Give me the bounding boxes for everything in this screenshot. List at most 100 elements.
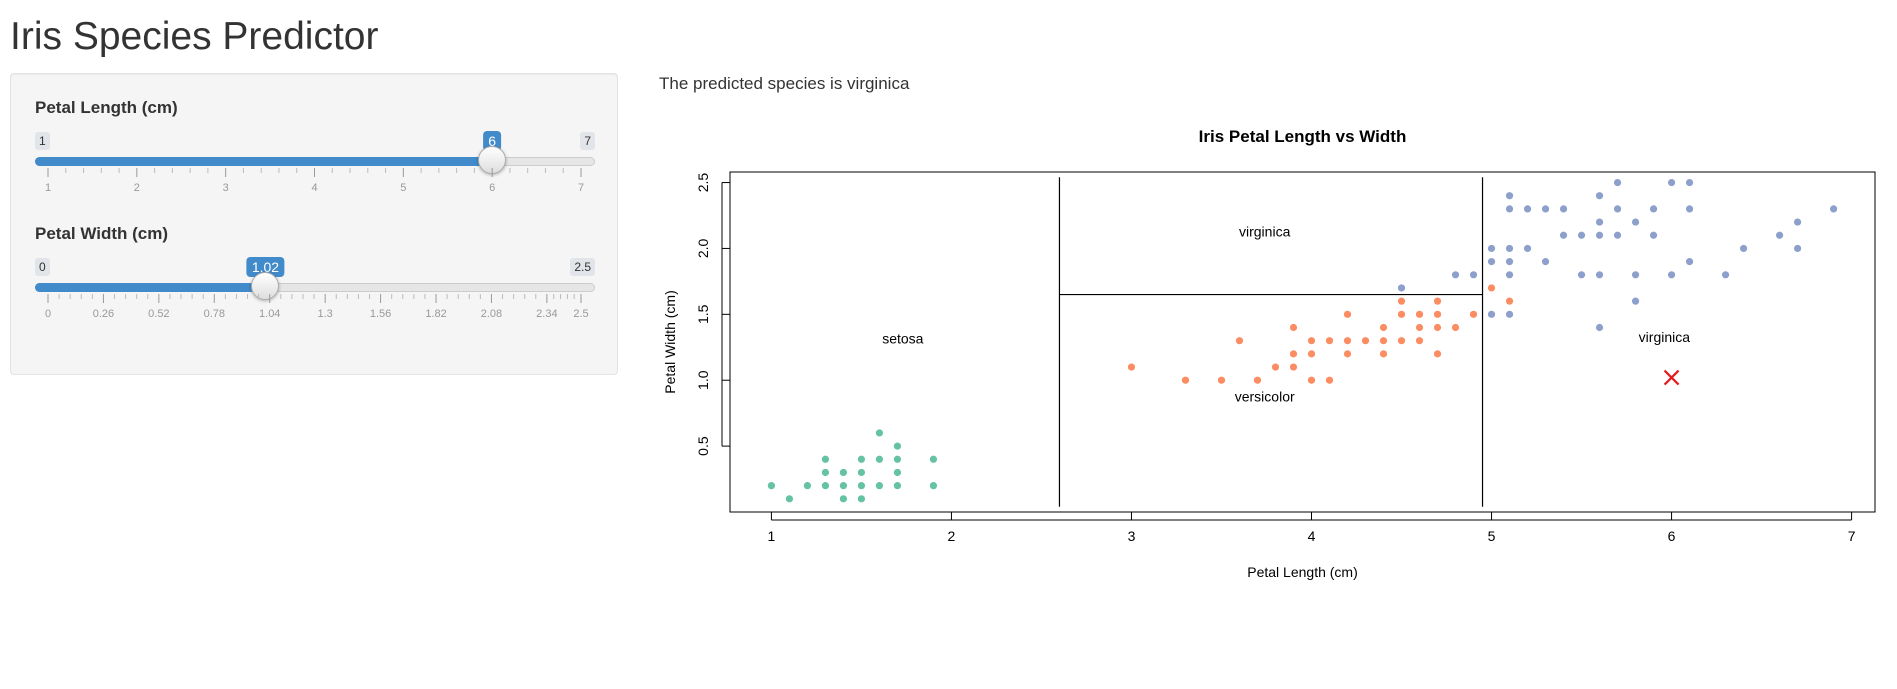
- versicolor-point: [1307, 350, 1316, 358]
- slider-tick-label: 2.08: [481, 308, 502, 320]
- region-label: virginica: [1239, 224, 1291, 240]
- virginica-point: [1631, 218, 1640, 226]
- setosa-point: [857, 495, 866, 503]
- virginica-point: [1775, 231, 1784, 239]
- setosa-point: [821, 455, 830, 463]
- virginica-point: [1613, 231, 1622, 239]
- setosa-point: [929, 455, 938, 463]
- slider-filled-bar: [35, 157, 493, 166]
- virginica-point: [1505, 205, 1514, 213]
- virginica-point: [1649, 205, 1658, 213]
- versicolor-point: [1271, 363, 1280, 371]
- slider-tick-label: 1: [45, 182, 51, 194]
- slider-tick-label: 0.78: [204, 308, 225, 320]
- virginica-point: [1667, 178, 1676, 187]
- virginica-point: [1541, 205, 1550, 213]
- versicolor-point: [1289, 350, 1298, 358]
- versicolor-point: [1325, 376, 1334, 384]
- setosa-point: [857, 468, 866, 477]
- virginica-point: [1577, 231, 1586, 239]
- versicolor-point: [1433, 323, 1442, 332]
- setosa-point: [875, 482, 884, 490]
- versicolor-point: [1307, 337, 1316, 345]
- setosa-point: [839, 495, 848, 503]
- virginica-point: [1469, 271, 1478, 279]
- virginica-point: [1559, 205, 1568, 213]
- slider-tick-label: 1.82: [425, 308, 446, 320]
- setosa-point: [893, 455, 902, 463]
- versicolor-point: [1217, 376, 1226, 384]
- virginica-point: [1505, 258, 1514, 266]
- versicolor-point: [1433, 310, 1442, 318]
- versicolor-point: [1181, 376, 1190, 384]
- slider-tick-label: 1.04: [259, 308, 280, 320]
- versicolor-point: [1397, 310, 1406, 318]
- versicolor-point: [1415, 310, 1424, 318]
- versicolor-point: [1253, 376, 1262, 384]
- virginica-point: [1595, 323, 1604, 332]
- region-label: virginica: [1639, 329, 1691, 345]
- chart-title: Iris Petal Length vs Width: [1199, 127, 1407, 146]
- slider-tick-label: 2.34: [536, 308, 557, 320]
- virginica-point: [1595, 218, 1604, 226]
- virginica-point: [1793, 244, 1802, 253]
- slider-min-label: 0: [35, 258, 50, 276]
- x-tick-label: 4: [1308, 528, 1316, 544]
- setosa-point: [821, 468, 830, 477]
- setosa-point: [893, 482, 902, 490]
- virginica-point: [1505, 192, 1514, 200]
- slider-tick-label: 2.5: [573, 308, 588, 320]
- setosa-point: [803, 482, 812, 490]
- slider-tick-label: 5: [400, 182, 406, 194]
- versicolor-point: [1325, 337, 1334, 345]
- virginica-point: [1649, 231, 1658, 239]
- virginica-point: [1523, 244, 1532, 253]
- virginica-point: [1793, 218, 1802, 226]
- versicolor-point: [1397, 297, 1406, 305]
- virginica-point: [1505, 244, 1514, 253]
- y-tick-label: 2.0: [695, 238, 711, 258]
- x-tick-label: 6: [1668, 528, 1676, 544]
- versicolor-point: [1361, 337, 1370, 345]
- virginica-point: [1595, 271, 1604, 279]
- virginica-point: [1397, 284, 1406, 292]
- x-tick-label: 7: [1848, 528, 1856, 544]
- versicolor-point: [1451, 323, 1460, 332]
- virginica-point: [1721, 271, 1730, 279]
- sidebar-panel: Petal Length (cm) 1 7 6 1 2 3 4 5 6 7 Petal Wi…: [10, 73, 618, 375]
- y-axis-label: Petal Width (cm): [662, 290, 678, 393]
- slider-filled-bar: [35, 283, 266, 292]
- x-axis-label: Petal Length (cm): [1247, 564, 1358, 580]
- petal-width-slider-handle[interactable]: [251, 272, 280, 300]
- virginica-point: [1559, 231, 1568, 239]
- versicolor-point: [1415, 337, 1424, 345]
- versicolor-point: [1343, 310, 1352, 318]
- slider-tick-grid: 1 2 3 4 5 6 7: [45, 168, 584, 194]
- versicolor-point: [1469, 310, 1478, 318]
- versicolor-point: [1505, 297, 1514, 305]
- y-tick-label: 2.5: [695, 173, 711, 193]
- setosa-point: [929, 482, 938, 490]
- virginica-point: [1613, 178, 1622, 187]
- slider-tick-label: 1.3: [318, 308, 333, 320]
- x-tick-label: 3: [1128, 528, 1136, 544]
- petal-width-label: Petal Width (cm): [35, 224, 169, 243]
- x-tick-label: 2: [948, 528, 956, 544]
- slider-tick-label: 3: [223, 182, 229, 194]
- versicolor-point: [1397, 337, 1406, 345]
- app-title: Iris Species Predictor: [10, 15, 379, 58]
- slider-max-label: 7: [580, 132, 595, 150]
- virginica-point: [1451, 271, 1460, 279]
- prediction-text: The predicted species is virginica: [659, 74, 910, 93]
- slider-tick-grid: 0 0.26 0.52 0.78 1.04 1.3 1.56 1.82 2.08 2.34 2.5: [45, 294, 589, 320]
- slider-tick-label: 1.56: [370, 308, 391, 320]
- virginica-point: [1685, 205, 1694, 213]
- virginica-point: [1739, 244, 1748, 253]
- x-tick-label: 1: [768, 528, 776, 544]
- slider-tick-label: 6: [489, 182, 495, 194]
- versicolor-point: [1127, 363, 1136, 371]
- setosa-point: [875, 455, 884, 463]
- virginica-point: [1505, 310, 1514, 318]
- setosa-point: [875, 429, 884, 437]
- slider-tick-label: 2: [134, 182, 140, 194]
